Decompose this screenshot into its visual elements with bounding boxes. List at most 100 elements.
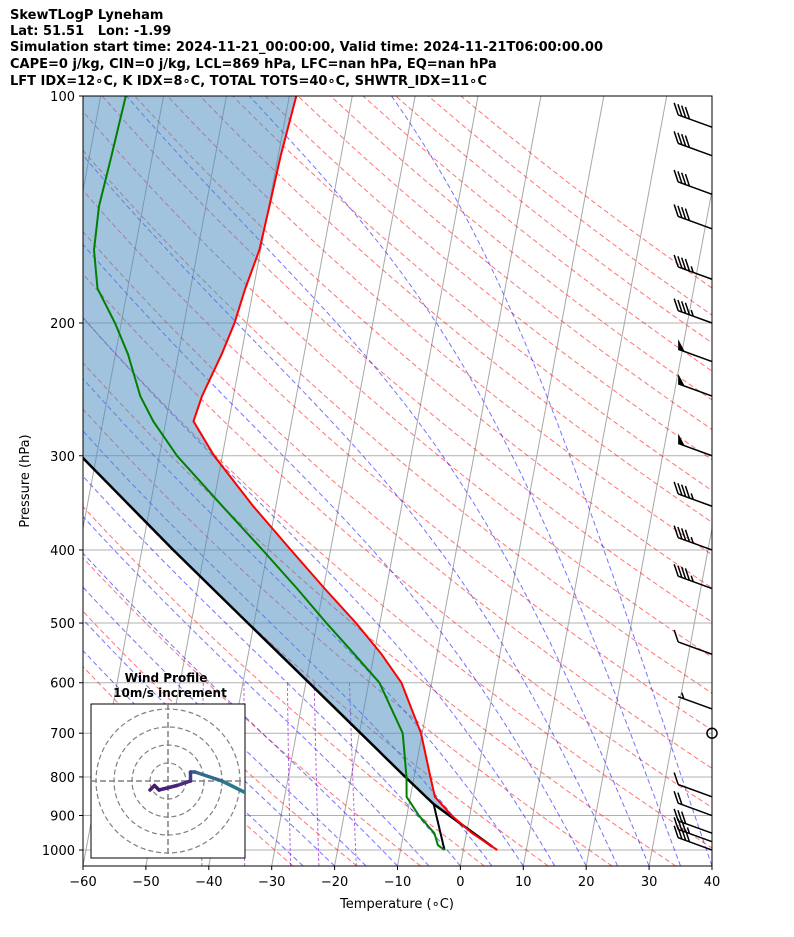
y-tick-label: 600 <box>50 677 75 692</box>
barb-full <box>677 792 683 805</box>
moist-adiabat-line <box>83 475 461 866</box>
moist-adiabat-line <box>83 515 430 866</box>
y-axis-label: Pressure (hPa) <box>18 434 33 527</box>
barb-staff <box>677 536 713 551</box>
barb-full <box>673 298 679 311</box>
barb-staff <box>677 215 713 230</box>
barb-full <box>673 772 679 785</box>
barb-half <box>690 575 694 582</box>
wind-barb <box>673 525 713 551</box>
wind-barb <box>673 204 713 230</box>
cape-cin-shading <box>83 96 493 847</box>
barb-staff <box>677 181 713 195</box>
hodograph-segment <box>175 779 193 788</box>
barb-half <box>690 266 694 273</box>
dry-adiabat-line <box>297 96 712 431</box>
wind-barb <box>673 629 713 655</box>
time-line: Simulation start time: 2024-11-21_00:00:… <box>10 40 603 55</box>
y-tick-label: 800 <box>50 771 75 786</box>
barb-full <box>680 484 687 497</box>
moist-adiabat-line <box>249 96 681 866</box>
lcl-mixing-line <box>432 803 446 851</box>
barb-full <box>673 131 679 144</box>
barb-full <box>677 104 683 117</box>
barb-full <box>680 811 687 824</box>
hodograph-segment <box>148 783 157 792</box>
wind-barb <box>673 790 713 817</box>
y-tick-label: 400 <box>50 544 75 559</box>
barb-staff <box>677 837 713 851</box>
barb-staff <box>677 442 713 457</box>
isotherm-line <box>522 96 668 866</box>
barb-full <box>680 105 687 118</box>
dry-adiabat-line <box>83 189 712 731</box>
wind-barb <box>673 772 713 798</box>
x-tick-label: −50 <box>132 875 159 890</box>
barb-full <box>677 526 683 540</box>
barb-staff <box>677 309 713 324</box>
barb-full <box>673 808 679 822</box>
moist-adiabat-line <box>83 154 619 866</box>
dry-adiabat-line <box>83 273 712 809</box>
barb-full <box>673 102 679 116</box>
barb-full <box>677 171 683 184</box>
barb-full <box>673 817 679 830</box>
dry-adiabat-line <box>167 96 712 556</box>
barb-full <box>680 172 687 185</box>
wind-barb <box>677 339 713 363</box>
x-tick-label: −30 <box>258 875 285 890</box>
barb-full <box>677 132 683 145</box>
barb-full <box>684 485 691 499</box>
barb-flag <box>678 433 685 446</box>
wind-barb <box>677 373 713 397</box>
y-tick-label: 500 <box>50 617 75 632</box>
barb-half <box>690 536 694 544</box>
x-tick-label: −40 <box>195 875 222 890</box>
moist-adiabat-line <box>126 96 650 866</box>
x-tick-label: −10 <box>384 875 411 890</box>
wind-barbs <box>673 102 718 851</box>
wind-barb <box>706 727 718 739</box>
wind-barb <box>673 131 713 157</box>
dry-adiabat-line <box>427 96 712 316</box>
barb-staff <box>677 114 713 128</box>
barb-full <box>684 173 691 187</box>
barb-full <box>684 208 691 221</box>
barb-staff <box>677 266 713 280</box>
barb-full <box>677 483 683 496</box>
barb-full <box>673 790 679 804</box>
barb-full <box>684 529 691 542</box>
isotherm-line <box>334 96 479 866</box>
barb-full <box>673 169 679 183</box>
barb-full <box>680 528 687 541</box>
x-tick-label: 0 <box>456 875 464 890</box>
dry-adiabat-line <box>83 110 712 658</box>
dry-adiabat-line <box>362 96 712 372</box>
moist-adiabat-line <box>83 243 587 866</box>
x-tick-label: 40 <box>704 875 721 890</box>
calm-circle <box>706 727 718 739</box>
barb-staff <box>677 142 713 157</box>
hodograph-segment <box>193 770 224 783</box>
barb-staff <box>677 383 713 397</box>
barb-staff <box>677 783 713 798</box>
temperature-line <box>192 96 498 851</box>
x-tick-label: 10 <box>515 875 532 890</box>
barb-full <box>677 205 683 219</box>
barb-staff <box>677 641 713 655</box>
barb-full <box>677 810 683 823</box>
mixing-ratio-line <box>313 682 320 866</box>
x-tick-label: −60 <box>69 875 96 890</box>
dry-adiabat-line <box>199 96 712 523</box>
barb-full <box>673 563 679 577</box>
cape-line: CAPE=0 j/kg, CIN=0 j/kg, LCL=869 hPa, LF… <box>10 57 497 72</box>
x-tick-label: −20 <box>321 875 348 890</box>
moist-adiabat-line <box>83 650 304 866</box>
y-tick-label: 900 <box>50 810 75 825</box>
inset-title: Wind Profile <box>125 671 208 685</box>
isotherm-line <box>271 96 416 866</box>
y-tick-label: 300 <box>50 450 75 465</box>
barb-full <box>680 206 687 220</box>
moist-adiabat-line <box>83 552 398 866</box>
barb-full <box>677 565 683 578</box>
